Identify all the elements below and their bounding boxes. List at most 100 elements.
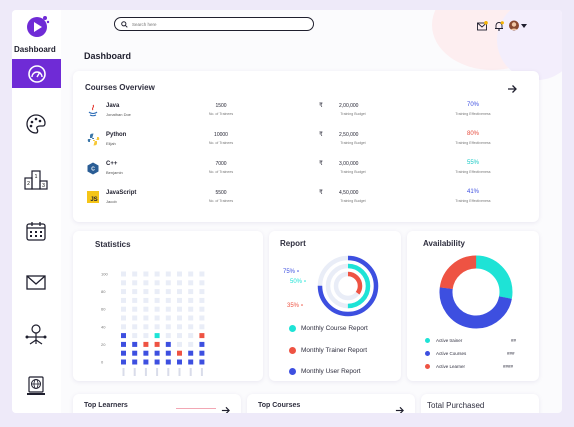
report-chart: 75% 50% 35% [283, 255, 379, 317]
y-tick-label: 0 [101, 360, 104, 365]
svg-text:C: C [91, 167, 95, 173]
chart-cell [121, 271, 126, 277]
rupee-symbol: ₹ [319, 132, 323, 138]
x-tick-label [144, 368, 147, 376]
arrow-right-icon[interactable] [507, 81, 517, 99]
budget-label: Training Budget [340, 170, 366, 174]
legend-label-user: Monthly User Report [301, 368, 361, 375]
course-row-cpp[interactable]: C C++ Benjamin 7000 No. of Trainees ₹ 3,… [83, 159, 515, 181]
chart-cell [188, 359, 194, 365]
chart-cell [177, 324, 182, 330]
chart-cell [143, 289, 149, 295]
arrow-right-icon[interactable] [221, 402, 230, 413]
search-bar[interactable] [114, 17, 314, 31]
java-icon [87, 104, 99, 118]
budget-value: 4,50,000 [339, 190, 359, 196]
chart-cell [121, 350, 126, 356]
sidebar-item-dashboard[interactable] [12, 59, 61, 88]
ring-label-dot [297, 270, 299, 272]
sidebar-item-users[interactable] [24, 323, 48, 347]
chart-cell [165, 341, 171, 347]
chart-cell [188, 306, 194, 312]
chart-cell [132, 333, 138, 339]
statistics-chart: 100 80 60 40 20 0 [101, 271, 205, 376]
sidebar-item-calendar[interactable] [24, 219, 48, 243]
trainee-label: No. of Trainees [208, 112, 234, 116]
legend-dot-trainer [425, 338, 430, 343]
chart-cell [143, 359, 149, 365]
chart-cell [154, 333, 160, 339]
statistics-card: Statistics 100 80 60 40 20 0 [73, 231, 263, 381]
chart-cell [154, 359, 160, 365]
chart-cell [199, 350, 205, 356]
messages-icon[interactable] [477, 18, 488, 36]
python-icon [87, 133, 100, 147]
chart-cell [132, 359, 138, 365]
chart-cell [188, 333, 194, 339]
effectiveness-value: 41% [466, 189, 479, 195]
x-tick-label [167, 368, 170, 376]
course-name: C++ [106, 161, 118, 167]
chart-cell [199, 280, 205, 286]
legend-label-trainer: Monthly Trainer Report [301, 347, 368, 354]
chart-cell [188, 341, 194, 347]
chart-cell [165, 297, 171, 303]
effectiveness-label: Training Effectiveness [455, 199, 491, 203]
rupee-symbol: ₹ [319, 161, 323, 167]
budget-label: Training Budget [340, 141, 366, 145]
chart-cell [188, 315, 194, 321]
top-courses-card: Top Courses [247, 394, 415, 413]
chart-cell [154, 324, 160, 330]
user-avatar[interactable] [508, 18, 528, 36]
bell-icon[interactable] [494, 18, 504, 36]
sidebar-item-messages[interactable] [24, 270, 48, 294]
legend-label-courses: Active Courses [436, 351, 467, 356]
ring-label-dot [301, 304, 303, 306]
x-tick-label [189, 368, 192, 376]
brand-name: Dashboard [14, 45, 56, 54]
availability-chart [439, 255, 513, 329]
ring-arc [317, 255, 379, 317]
chart-cell [199, 297, 205, 303]
x-tick-label [178, 368, 181, 376]
legend-value-trainer: ## [511, 338, 517, 343]
chart-cell [121, 280, 126, 286]
course-row-java[interactable]: Java Jonathan Doe 1500 No. of Trainees ₹… [83, 101, 515, 123]
chart-cell [199, 324, 205, 330]
chart-cell [132, 324, 138, 330]
chart-cell [154, 350, 160, 356]
y-tick-label: 80 [101, 289, 106, 294]
chart-cell [132, 297, 138, 303]
chart-cell [154, 289, 160, 295]
podium-icon: 1 2 3 [24, 170, 48, 190]
sidebar-item-leaderboard[interactable]: 1 2 3 [24, 167, 48, 191]
chart-cell [121, 324, 126, 330]
chart-cell [132, 289, 138, 295]
ring-arc [325, 263, 371, 309]
chart-cell [177, 350, 182, 356]
chevron-down-icon [521, 24, 527, 28]
legend-dot-learner [425, 364, 430, 369]
chart-cell [154, 297, 160, 303]
trainee-label: No. of Trainees [208, 170, 234, 174]
chart-cell [132, 350, 138, 356]
svg-text:1: 1 [35, 174, 38, 180]
courses-overview-title: Courses Overview [85, 83, 155, 92]
x-tick-label [156, 368, 159, 376]
arrow-right-icon[interactable] [395, 402, 404, 413]
effectiveness-value: 70% [466, 102, 479, 108]
chart-cell [154, 315, 160, 321]
course-row-javascript[interactable]: JS JavaScript Jacob 5500 No. of Trainees… [83, 188, 515, 210]
course-row-python[interactable]: Python Elijah 10000 No. of Trainees ₹ 2,… [83, 130, 515, 152]
chart-cell [188, 271, 194, 277]
chart-cell [132, 315, 138, 321]
effectiveness-value: 80% [466, 131, 479, 137]
chart-cell [143, 324, 149, 330]
user-network-icon [25, 324, 47, 345]
chart-cell [121, 289, 126, 295]
sidebar-item-online[interactable] [24, 374, 48, 398]
sidebar-item-courses[interactable] [24, 112, 48, 136]
page-title: Dashboard [84, 51, 132, 61]
chart-cell [199, 341, 205, 347]
search-input[interactable] [132, 21, 302, 27]
